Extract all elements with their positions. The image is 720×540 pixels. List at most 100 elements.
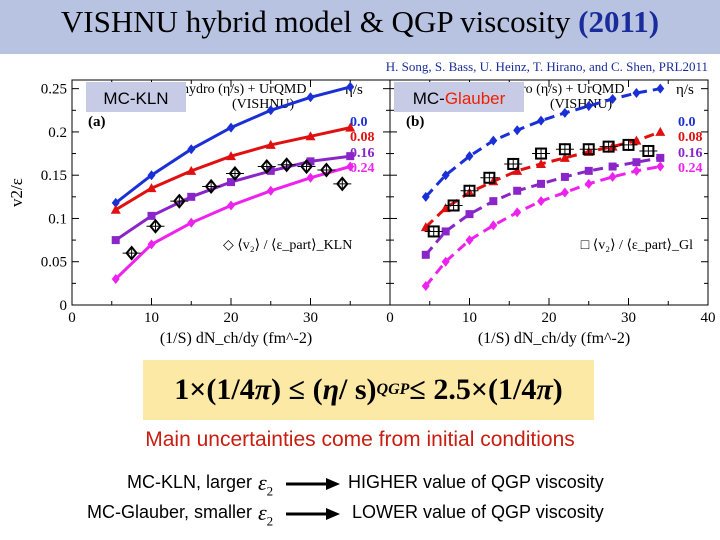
y-tick-label: 0.15 [41, 168, 67, 184]
model-badge [394, 82, 524, 112]
x-tick-label: 30 [303, 310, 318, 326]
y-tick-label: 0.2 [48, 125, 67, 141]
formula-rhs: ≤ 2.5×(1 [409, 373, 513, 406]
data-point [260, 158, 274, 175]
series-label: 0.16 [350, 146, 375, 161]
series-label: 0.24 [678, 161, 703, 176]
data-point [228, 165, 242, 182]
series-marker [226, 151, 236, 161]
viscosity-bound-formula: 1×(1/4 π) ≤ (η / s) QGP ≤ 2.5×(1/4 π) [143, 360, 594, 420]
series-marker [608, 162, 617, 171]
series-marker [537, 179, 546, 188]
legend-header: η/s [676, 82, 694, 98]
epsilon-2-kln: ε2 [258, 470, 273, 499]
kln-label: MC-KLN, larger [126, 472, 252, 492]
series-marker [346, 81, 355, 92]
series-marker [346, 152, 355, 161]
x-tick-label: 10 [144, 310, 159, 326]
data-point [483, 171, 496, 184]
legend-subtitle: (VISHNU) [550, 97, 613, 112]
glauber-arrow-icon [286, 508, 340, 520]
series-marker [266, 166, 275, 175]
formula-sub-qgp: QGP [376, 381, 410, 398]
model-badge-label: MC-KLN [103, 89, 168, 108]
y-axis-label: v2/ε [7, 178, 26, 207]
series-marker [421, 250, 430, 259]
series-marker [441, 256, 450, 267]
series-marker [147, 239, 156, 250]
series-marker [306, 172, 315, 183]
formula-rhs-frac: /4 [512, 373, 537, 406]
series-marker [441, 170, 450, 181]
data-point [582, 143, 595, 156]
series-marker [227, 200, 235, 211]
series-marker [305, 131, 316, 141]
data-point [535, 147, 548, 160]
series-marker [513, 125, 522, 136]
series-marker [632, 165, 641, 176]
x-tick-label: 10 [462, 310, 477, 326]
kln-arrow-icon [286, 478, 340, 490]
formula-lhs-frac: /4 [231, 373, 255, 406]
epsilon-2-glauber: ε2 [258, 500, 273, 529]
series-marker [489, 197, 498, 206]
legend-header: η/s [345, 82, 363, 98]
series-marker [512, 165, 523, 175]
series-marker [265, 139, 276, 149]
series-line-0.16 [424, 156, 661, 256]
series-marker [111, 274, 120, 285]
citation: H. Song, S. Bass, U. Heinz, T. Hirano, a… [385, 59, 708, 74]
formula-rhs-close: ) [552, 373, 563, 406]
data-point [173, 193, 186, 209]
slide-title: VISHNU hybrid model & QGP viscosity (201… [0, 4, 720, 40]
series-line-0.0 [424, 87, 661, 198]
series-label: 0.24 [350, 161, 375, 176]
series-marker [187, 144, 196, 155]
series-marker [345, 122, 356, 132]
series-marker [656, 161, 665, 172]
x-axis-label: (1/S) dN_ch/dy (fm^-2) [160, 330, 312, 347]
data-point [300, 158, 313, 175]
series-marker [584, 178, 593, 189]
panel-label: (a) [88, 114, 106, 130]
series-marker [656, 83, 665, 94]
series-marker [537, 115, 546, 126]
series-marker [146, 183, 157, 193]
series-label: 0.0 [678, 115, 696, 130]
glauber-label: MC-Glauber, smaller [86, 502, 252, 522]
title-bar [0, 0, 720, 54]
series-label: 0.16 [678, 146, 703, 161]
data-point [320, 162, 333, 178]
formula-lhs-close: ) ≤ ( [271, 373, 323, 406]
epsilon-subscript: 2 [266, 513, 274, 529]
series-marker [584, 166, 593, 175]
series-marker [147, 211, 156, 220]
series-marker [187, 217, 196, 228]
x-axis-label: (1/S) dN_ch/dy (fm^-2) [478, 330, 630, 347]
plot-frame [71, 79, 391, 306]
series-marker [186, 165, 197, 175]
model-badge [86, 82, 186, 112]
data-point [602, 140, 615, 153]
formula-lhs: 1×(1 [174, 373, 232, 406]
series-marker [266, 105, 275, 116]
data-point [280, 157, 293, 173]
x-tick-label: 0 [386, 310, 394, 326]
epsilon-subscript: 2 [266, 483, 274, 499]
series-marker [147, 170, 156, 181]
data-point [558, 143, 571, 156]
epsilon-symbol: ε [258, 470, 267, 495]
data-point [642, 144, 655, 157]
y-tick-label: 0 [60, 298, 68, 314]
series-marker [559, 152, 570, 162]
series-marker [465, 210, 474, 219]
data-legend: □ ⟨v₂⟩ / ⟨ε_part⟩_Gl [581, 238, 693, 253]
x-tick-label: 0 [68, 310, 76, 326]
panel-glauber: 0 10 20 30 40 (1/S) dN_ch/dy (fm^-2) (b) hydro … [386, 79, 716, 347]
series-marker [465, 151, 474, 162]
series-marker [306, 157, 315, 166]
data-point [335, 176, 349, 192]
badge-prefix: MC- [413, 89, 445, 108]
panel-kln: 0 10 20 30 0 0.05 0.1 0.15 0.2 0.25 v2/ε (1/S) dN_c… [7, 79, 391, 347]
formula-eta: η [322, 373, 340, 406]
